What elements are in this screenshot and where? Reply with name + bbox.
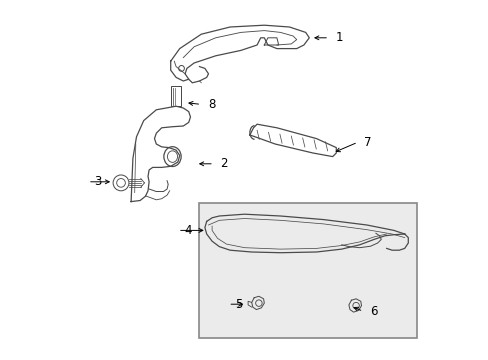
Text: 7: 7 [364,136,371,149]
Text: 4: 4 [184,224,191,237]
FancyBboxPatch shape [199,203,416,338]
Text: 5: 5 [234,298,242,311]
Text: 2: 2 [220,157,227,170]
Text: 1: 1 [335,31,343,44]
Bar [170,86,181,106]
Text: 8: 8 [207,98,215,111]
Text: 6: 6 [369,305,377,318]
Text: 3: 3 [94,175,102,188]
